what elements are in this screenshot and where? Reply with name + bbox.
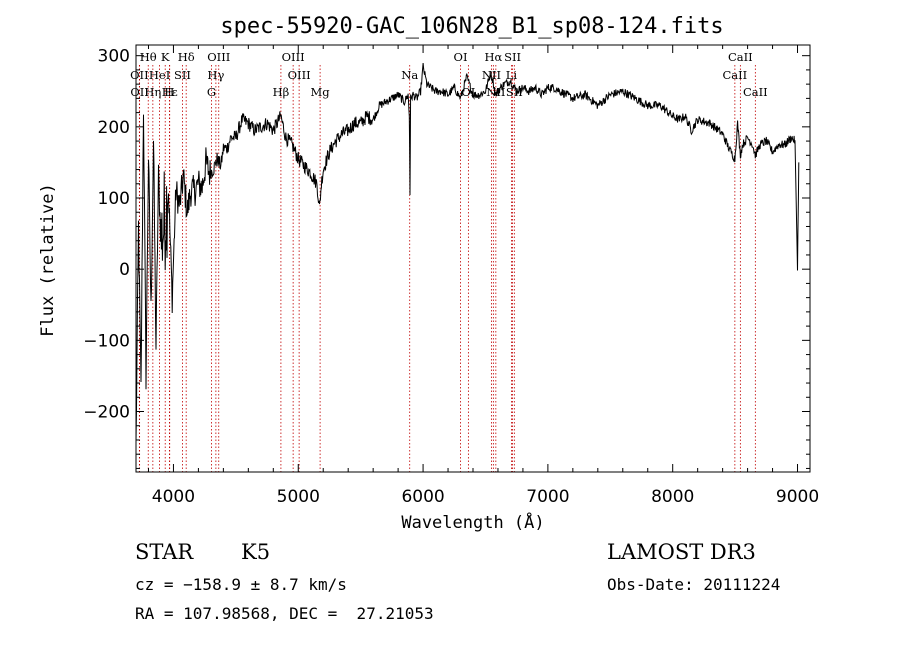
line-marker-label: H (164, 85, 174, 99)
line-marker-label: HeI (149, 68, 170, 82)
x-tick-label: 7000 (526, 487, 569, 507)
chart-title: spec-55920-GAC_106N28_B1_sp08-124.fits (220, 14, 723, 39)
axis-ticks: 4000 5000 6000 7000 8000 9000 −200 −100 0 100 200 3… (83, 45, 819, 507)
line-marker-label: Hδ (178, 50, 195, 64)
y-tick-label: 0 (119, 260, 130, 280)
line-marker-label: Hε (162, 85, 178, 99)
y-tick-label: 100 (98, 189, 130, 209)
x-axis-label: Wavelength (Å) (401, 511, 544, 533)
line-marker-label: SII (504, 50, 521, 64)
line-marker-label: CaII (722, 68, 747, 82)
line-marker-label: Mg (311, 85, 331, 99)
line-marker-label: G (207, 85, 216, 99)
line-marker-label: Hγ (207, 68, 224, 82)
flux-series-line (135, 63, 800, 442)
x-tick-label: 9000 (776, 487, 819, 507)
survey-name: LAMOST DR3 (607, 540, 756, 564)
y-axis-label: Flux (relative) (38, 183, 58, 337)
line-marker-label: OIII (282, 50, 305, 64)
line-marker-label: CaII (728, 50, 753, 64)
y-tick-label: 300 (98, 47, 130, 67)
y-tick-label: 200 (98, 118, 130, 138)
line-marker-label: Hθ (140, 50, 157, 64)
line-marker-label: OIII (207, 50, 230, 64)
line-marker-label: Hα (484, 50, 502, 64)
line-marker-label: OI (454, 50, 468, 64)
object-class: STAR (135, 540, 194, 564)
line-marker-label: CaII (743, 85, 768, 99)
observation-date: Obs-Date: 20111224 (607, 575, 781, 594)
coordinates: RA = 107.98568, DEC = 27.21053 (135, 604, 434, 623)
y-tick-label: −200 (83, 403, 130, 423)
x-tick-label: 5000 (277, 487, 320, 507)
x-tick-label: 4000 (152, 487, 195, 507)
object-subclass: K5 (241, 540, 271, 564)
line-marker-label: OIII (288, 68, 311, 82)
line-marker-label: OII (130, 68, 149, 82)
plot-frame (135, 44, 811, 473)
line-marker-label: Na (401, 68, 418, 82)
line-marker-label: OII (130, 85, 149, 99)
redshift-velocity: cz = −158.9 ± 8.7 km/s (135, 575, 347, 594)
x-tick-label: 6000 (401, 487, 444, 507)
line-marker-label: Hβ (273, 85, 290, 99)
x-tick-label: 8000 (651, 487, 694, 507)
line-marker-label: SII (174, 68, 191, 82)
line-marker-label: Li (506, 68, 518, 82)
line-marker-label: K (161, 50, 170, 64)
y-tick-label: −100 (83, 331, 130, 351)
line-marker-label: Hη (144, 85, 161, 99)
